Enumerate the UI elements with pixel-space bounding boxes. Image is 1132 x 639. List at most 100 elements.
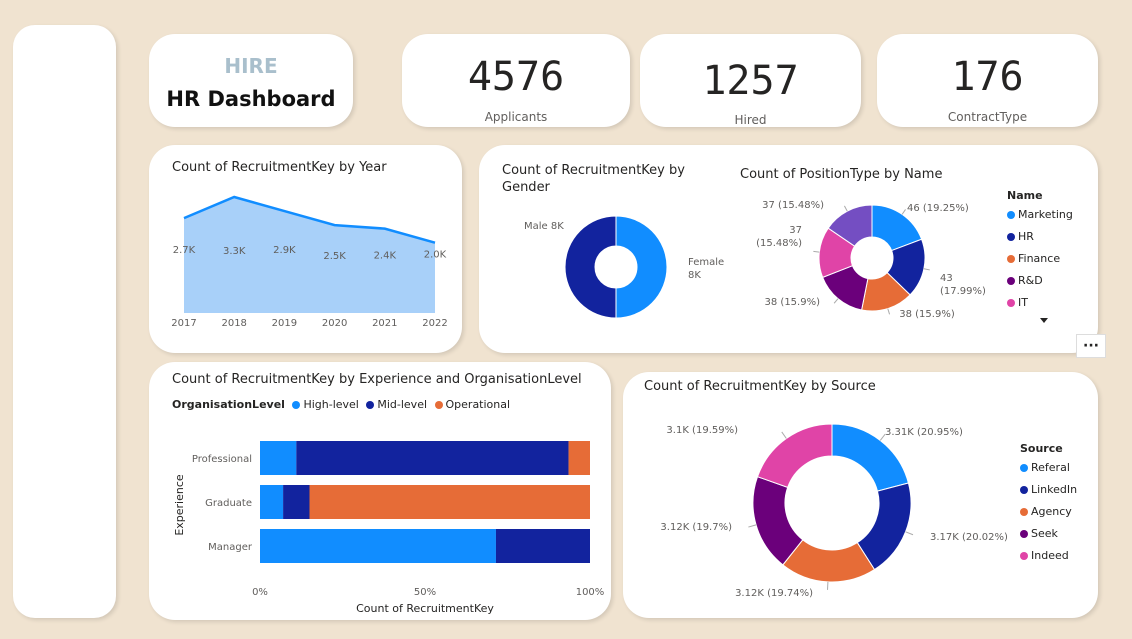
year-area-chart: 2017 2018 2019 2020 2021 2022 2.7K 3.3K 2.9K 2.5K… (171, 195, 448, 329)
x-tick-label: 2017 (171, 318, 196, 329)
legend-dot (1020, 508, 1028, 516)
data-label: 46 (19.25%) (907, 203, 969, 214)
leader-line (748, 524, 757, 528)
legend-item[interactable]: HR (1007, 230, 1034, 243)
legend-item[interactable]: Indeed (1020, 549, 1069, 562)
data-label: 2.0K (424, 250, 447, 261)
legend-label: LinkedIn (1031, 483, 1078, 496)
data-label: 3.31K (20.95%) (885, 427, 963, 438)
legend-title: Name (1007, 189, 1043, 202)
data-label: 3.1K (19.59%) (666, 425, 738, 436)
legend-item[interactable]: Referal (1020, 461, 1070, 474)
bar-segment (495, 529, 590, 563)
gender-donut-chart: Female 8K Male 8K 46 (19.25%) 43 (17.99%) 38 (… (524, 200, 986, 320)
data-label: 2.9K (273, 245, 296, 256)
position-slice (827, 204, 873, 247)
legend-title: Source (1020, 442, 1063, 455)
legend-item-mid-level: Mid-level (362, 398, 427, 411)
leader-line (901, 209, 906, 215)
sidebar-panel (13, 25, 116, 618)
legend-dot (1007, 211, 1015, 219)
data-label: 8K (688, 270, 701, 281)
year-chart-card: Count of RecruitmentKey by Year 2017 2018… (149, 145, 462, 353)
kpi-card-applicants: 4576 Applicants (402, 34, 630, 127)
legend-dot (1007, 233, 1015, 241)
legend-label: HR (1018, 230, 1034, 243)
data-label: 2.4K (374, 251, 397, 262)
x-tick-label: 50% (414, 587, 436, 598)
kpi-value: 176 (951, 54, 1024, 100)
data-label: 3.3K (223, 246, 246, 257)
leader-line (923, 268, 930, 271)
legend-scroll-down-icon[interactable] (1040, 318, 1048, 323)
legend-label: Indeed (1031, 549, 1069, 562)
legend-dot (1007, 255, 1015, 263)
source-donut-chart: 3.31K (20.95%) 3.17K (20.02%) 3.12K (19.74… (660, 423, 1008, 599)
legend-item[interactable]: Seek (1020, 527, 1058, 540)
source-chart-card: Count of RecruitmentKey by Source 3.31K … (623, 372, 1098, 618)
legend-label: Seek (1031, 527, 1058, 540)
leader-line (813, 250, 820, 253)
y-tick-label: Manager (208, 542, 253, 553)
bar-segment (260, 441, 297, 475)
data-label: 38 (15.9%) (899, 309, 955, 320)
chart-title: Count of PositionType by Name (740, 167, 943, 182)
legend-item[interactable]: Agency (1020, 505, 1072, 518)
kpi-card-contracttype: 176 ContractType (877, 34, 1098, 127)
chart-title: Count of RecruitmentKey by Source (644, 379, 876, 394)
logo-text: HIRE (224, 54, 278, 78)
area-line (183, 195, 436, 244)
legend-dot (1007, 299, 1015, 307)
legend-dot (1020, 530, 1028, 538)
data-label: 37 (789, 225, 802, 236)
kpi-label: Applicants (484, 110, 548, 124)
kpi-label: ContractType (947, 110, 1028, 124)
legend-item[interactable]: LinkedIn (1020, 483, 1077, 496)
bar-segment (260, 485, 284, 519)
x-tick-label: 2018 (221, 318, 246, 329)
legend-item[interactable]: IT (1007, 296, 1028, 309)
leader-line (887, 308, 891, 315)
legend-item[interactable]: Marketing (1007, 208, 1073, 221)
leader-line (905, 531, 914, 536)
data-label: 43 (940, 273, 953, 284)
data-label: 37 (15.48%) (762, 200, 824, 211)
data-label: Male 8K (524, 221, 564, 232)
legend-item[interactable]: Finance (1007, 252, 1060, 265)
data-label: Female (688, 257, 724, 268)
legend-dot (1020, 486, 1028, 494)
data-label: (15.48%) (756, 238, 802, 249)
gender-position-card: Count of RecruitmentKey by Gender Count … (479, 145, 1098, 353)
chart-title: Count of RecruitmentKey by Gender (502, 163, 685, 195)
data-label: 3.17K (20.02%) (930, 532, 1008, 543)
y-tick-label: Graduate (205, 498, 252, 509)
x-tick-label: 2020 (322, 318, 347, 329)
legend-dot (1020, 552, 1028, 560)
experience-chart-card: Count of RecruitmentKey by Experience an… (149, 362, 611, 620)
kpi-label: Hired (734, 113, 767, 124)
page-title: HR Dashboard (166, 87, 336, 111)
bar-legend: OrganisationLevel High-level Mid-level O… (172, 398, 510, 411)
legend-label: Referal (1031, 461, 1070, 474)
more-options-button[interactable]: ··· (1076, 334, 1106, 358)
bar-segment (296, 441, 569, 475)
legend-item[interactable]: R&D (1007, 274, 1043, 287)
chart-title: Count of RecruitmentKey by Experience an… (172, 372, 582, 387)
bar-segment (260, 529, 496, 563)
data-label: 3.12K (19.74%) (735, 588, 813, 599)
legend-item-operational: Operational (431, 398, 510, 411)
legend-label: Mid-level (377, 398, 428, 411)
leader-line (879, 433, 886, 441)
gender-slice (615, 215, 668, 319)
x-tick-label: 100% (576, 587, 605, 598)
x-tick-label: 2021 (372, 318, 397, 329)
data-label: (17.99%) (940, 286, 986, 297)
source-slice (756, 423, 833, 488)
legend-label: IT (1018, 296, 1028, 309)
data-label: 3.12K (19.7%) (660, 522, 732, 533)
data-label: 38 (15.9%) (765, 297, 821, 308)
legend-dot (434, 401, 443, 409)
legend-label: High-level (303, 398, 359, 411)
bar-segment (568, 441, 590, 475)
leader-line (843, 205, 848, 212)
